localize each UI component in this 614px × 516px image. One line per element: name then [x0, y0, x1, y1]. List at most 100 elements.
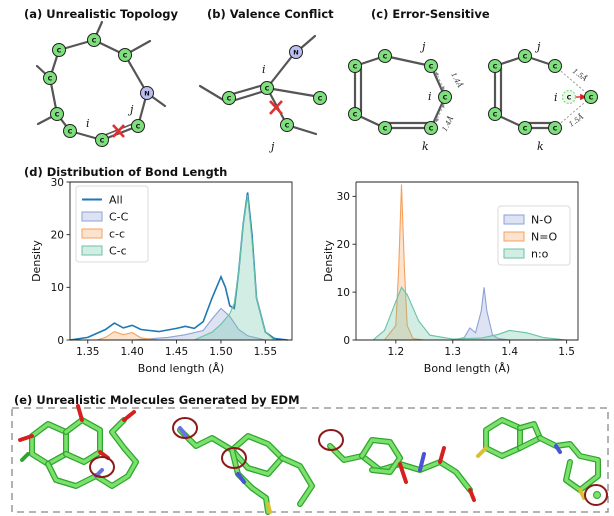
y-tick-label: 10 — [51, 282, 64, 294]
atom-c: C — [548, 59, 562, 73]
series-line-n:o — [372, 286, 567, 341]
svg-text:C: C — [443, 93, 448, 101]
label-j: j — [127, 103, 134, 116]
svg-text:C: C — [493, 62, 498, 70]
x-tick-label: 1.5 — [558, 346, 575, 358]
x-tick-label: 1.50 — [209, 346, 232, 358]
atom-c: C — [584, 90, 598, 104]
x-axis-label: Bond length (Å) — [424, 362, 510, 375]
svg-text:N: N — [144, 89, 149, 97]
svg-text:C: C — [227, 94, 232, 102]
label-k: k — [537, 140, 544, 153]
svg-text:C: C — [589, 93, 594, 101]
atom-n: N — [140, 86, 154, 100]
x-tick-label: 1.2 — [387, 346, 404, 358]
panel-a: (a) Unrealistic Topology C C C N C C C — [24, 7, 178, 147]
svg-text:C: C — [318, 94, 323, 102]
y-tick-label: 10 — [337, 287, 350, 299]
svg-text:C: C — [567, 93, 572, 101]
svg-text:C: C — [383, 52, 388, 60]
svg-text:C: C — [123, 51, 128, 59]
label-i: i — [428, 90, 432, 103]
panel-a-atoms: C C C N C C C C C — [43, 33, 154, 147]
atom-c: C — [438, 90, 452, 104]
atom-c: C — [50, 107, 64, 121]
y-tick-label: 30 — [337, 191, 350, 203]
x-tick-label: 1.45 — [165, 346, 188, 358]
legend-label: N=O — [531, 231, 557, 244]
panel-a-title: (a) Unrealistic Topology — [24, 7, 178, 21]
svg-text:N: N — [293, 48, 298, 56]
series-line-C-C — [132, 307, 266, 341]
atom-c: C — [131, 119, 145, 133]
series-area-C-c — [194, 195, 275, 340]
svg-text:C: C — [285, 121, 290, 129]
atom-c: C — [260, 81, 274, 95]
legend-swatch — [81, 245, 103, 256]
legend-label: N-O — [531, 214, 553, 227]
svg-text:C: C — [553, 124, 558, 132]
atom-c: C — [313, 91, 327, 105]
y-axis-label: Density — [322, 240, 335, 282]
legend: All C-C c-c C-c — [75, 185, 149, 263]
svg-text:C: C — [383, 124, 388, 132]
x-tick-label: 1.55 — [254, 346, 277, 358]
y-tick-label: 20 — [51, 229, 64, 241]
bond-length-label: 1.5Å — [567, 112, 585, 129]
legend-swatch — [503, 231, 525, 242]
y-tick-label: 20 — [337, 239, 350, 251]
atom-c: C — [424, 59, 438, 73]
atom-c: C — [63, 124, 77, 138]
x-tick-label: 1.40 — [120, 346, 143, 358]
svg-text:C: C — [92, 36, 97, 44]
label-i: i — [86, 117, 90, 130]
label-j: j — [534, 40, 541, 53]
conflict-x-icon — [112, 124, 125, 138]
atom-c-ghost: C — [561, 89, 577, 105]
x-tick-label: 1.3 — [444, 346, 461, 358]
chart-frame — [355, 181, 579, 341]
legend-label: C-c — [109, 245, 127, 258]
y-tick-label: 0 — [57, 335, 64, 347]
panel-b: (b) Valence Conflict C C N C C i j — [198, 7, 334, 153]
svg-text:C: C — [136, 122, 141, 130]
x-axis-label: Bond length (Å) — [138, 362, 224, 375]
label-j: j — [268, 140, 275, 153]
atom-c: C — [280, 118, 294, 132]
svg-text:C: C — [48, 74, 53, 82]
atom-c: C — [424, 121, 438, 135]
series-line-N=O — [384, 184, 425, 341]
bond-length-chart-carbon: 1.35 1.40 1.45 1.50 1.55 0 10 20 30 Bond length (… — [30, 177, 293, 375]
bond-length-chart-nitrogen-oxygen: 1.2 1.3 1.4 1.5 0 10 20 30 Bond length (Å) Densit… — [322, 181, 579, 375]
panel-b-atoms: C C N C C — [222, 45, 327, 132]
atom-c: C — [95, 133, 109, 147]
atom-c: C — [548, 121, 562, 135]
svg-text:C: C — [493, 110, 498, 118]
y-tick-label: 0 — [343, 335, 350, 347]
svg-text:C: C — [55, 110, 60, 118]
svg-text:C: C — [523, 124, 528, 132]
atom-c: C — [488, 59, 502, 73]
atom-c: C — [87, 33, 101, 47]
legend-swatch — [503, 248, 525, 259]
atom-c: C — [518, 121, 532, 135]
svg-text:C: C — [68, 127, 73, 135]
svg-text:C: C — [353, 62, 358, 70]
label-k: k — [422, 140, 429, 153]
bond-length-label: 1.4Å — [449, 71, 465, 90]
legend-label: C-C — [109, 211, 129, 224]
atom-c: C — [222, 91, 236, 105]
atom-c: C — [348, 107, 362, 121]
molecules-frame — [11, 407, 609, 513]
panel-e-title: (e) Unrealistic Molecules Generated by E… — [14, 393, 300, 407]
y-axis-label: Density — [30, 240, 43, 282]
svg-text:C: C — [429, 124, 434, 132]
legend-swatch — [81, 211, 103, 222]
svg-text:C: C — [523, 52, 528, 60]
series-line-N-O — [452, 287, 510, 341]
panel-c: (c) Error-Sensitive C C C C C C C j i k … — [348, 7, 598, 153]
molecule-render-4 — [476, 417, 608, 506]
molecule-render-3 — [318, 429, 476, 502]
conflict-x-icon — [269, 100, 283, 115]
series-line-c-c — [96, 330, 159, 341]
